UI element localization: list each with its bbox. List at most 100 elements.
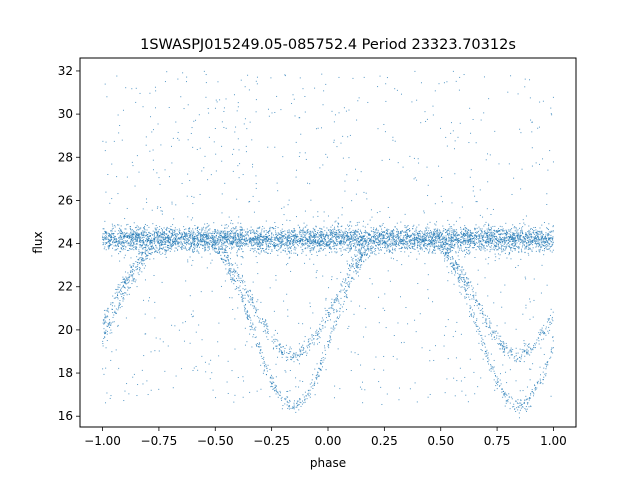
data-point bbox=[326, 234, 327, 236]
data-point bbox=[108, 241, 110, 243]
data-point bbox=[317, 239, 319, 241]
data-point bbox=[205, 228, 207, 230]
data-point bbox=[469, 240, 471, 242]
data-point bbox=[216, 232, 218, 234]
data-point bbox=[260, 251, 262, 253]
data-point bbox=[466, 240, 468, 242]
data-point bbox=[150, 233, 152, 235]
data-point bbox=[147, 239, 149, 241]
data-point bbox=[548, 223, 550, 225]
data-point bbox=[511, 247, 513, 249]
data-point bbox=[344, 248, 346, 250]
data-point bbox=[287, 248, 289, 250]
data-point bbox=[332, 231, 334, 233]
data-point bbox=[506, 240, 508, 242]
data-point bbox=[384, 252, 386, 254]
data-point bbox=[135, 238, 137, 240]
data-point bbox=[484, 241, 486, 243]
data-point bbox=[428, 239, 430, 241]
data-point bbox=[293, 235, 295, 237]
data-point bbox=[172, 224, 174, 226]
data-point bbox=[126, 232, 128, 234]
data-point bbox=[208, 245, 210, 247]
data-point bbox=[178, 228, 180, 230]
data-point bbox=[132, 229, 134, 231]
data-point bbox=[181, 245, 183, 247]
data-point bbox=[139, 244, 141, 246]
data-point bbox=[457, 241, 459, 243]
data-point bbox=[165, 240, 167, 242]
data-point bbox=[467, 231, 469, 233]
data-point bbox=[149, 239, 151, 241]
data-point bbox=[312, 242, 314, 244]
data-point bbox=[383, 231, 385, 233]
data-point bbox=[452, 246, 454, 248]
data-point bbox=[488, 238, 490, 240]
data-point bbox=[315, 243, 317, 245]
data-point bbox=[260, 245, 262, 247]
data-point bbox=[233, 233, 235, 235]
data-point bbox=[240, 242, 242, 244]
data-point bbox=[500, 239, 502, 241]
data-point bbox=[347, 232, 348, 234]
data-point bbox=[488, 229, 490, 231]
data-point bbox=[519, 238, 521, 240]
data-point bbox=[311, 253, 313, 255]
data-point bbox=[266, 252, 268, 254]
data-point bbox=[435, 237, 437, 239]
data-point bbox=[359, 245, 361, 247]
data-point bbox=[141, 246, 143, 248]
data-point bbox=[123, 240, 125, 242]
data-point bbox=[297, 241, 299, 243]
data-point bbox=[286, 243, 288, 245]
data-point bbox=[436, 230, 438, 232]
data-point bbox=[277, 243, 279, 245]
data-point bbox=[392, 244, 394, 246]
data-point bbox=[343, 234, 345, 236]
data-point bbox=[307, 247, 309, 249]
data-point bbox=[493, 237, 495, 239]
data-point bbox=[381, 234, 383, 236]
data-point bbox=[286, 230, 288, 232]
data-point bbox=[135, 242, 137, 244]
data-point bbox=[391, 232, 393, 234]
data-point bbox=[373, 235, 375, 237]
data-point bbox=[102, 242, 104, 244]
data-point bbox=[158, 243, 160, 245]
data-point bbox=[275, 232, 277, 234]
data-point bbox=[149, 243, 151, 245]
data-point bbox=[150, 240, 152, 242]
data-point bbox=[147, 240, 149, 242]
data-point bbox=[528, 236, 530, 238]
data-point bbox=[288, 250, 290, 252]
data-point bbox=[199, 246, 201, 248]
data-point bbox=[317, 230, 319, 232]
data-point bbox=[288, 235, 290, 237]
data-point bbox=[143, 233, 145, 235]
data-point bbox=[133, 241, 135, 243]
data-point bbox=[429, 236, 431, 238]
data-point bbox=[481, 231, 483, 233]
data-point bbox=[400, 248, 402, 250]
data-point bbox=[466, 248, 468, 250]
data-point bbox=[345, 232, 347, 234]
data-point bbox=[539, 251, 541, 253]
data-point bbox=[320, 247, 322, 249]
data-point bbox=[350, 246, 352, 248]
data-point bbox=[262, 244, 264, 246]
data-point bbox=[111, 228, 113, 230]
data-point bbox=[428, 227, 430, 229]
data-point bbox=[163, 235, 165, 237]
data-point bbox=[336, 243, 338, 245]
data-point bbox=[165, 249, 167, 251]
data-point bbox=[462, 241, 464, 243]
data-point bbox=[451, 239, 453, 241]
data-point bbox=[197, 226, 199, 228]
data-point bbox=[469, 243, 471, 245]
data-point bbox=[552, 230, 554, 232]
data-point bbox=[249, 241, 251, 243]
data-point bbox=[467, 247, 469, 248]
data-point bbox=[229, 247, 231, 249]
data-point bbox=[482, 240, 484, 242]
data-point bbox=[391, 235, 393, 237]
